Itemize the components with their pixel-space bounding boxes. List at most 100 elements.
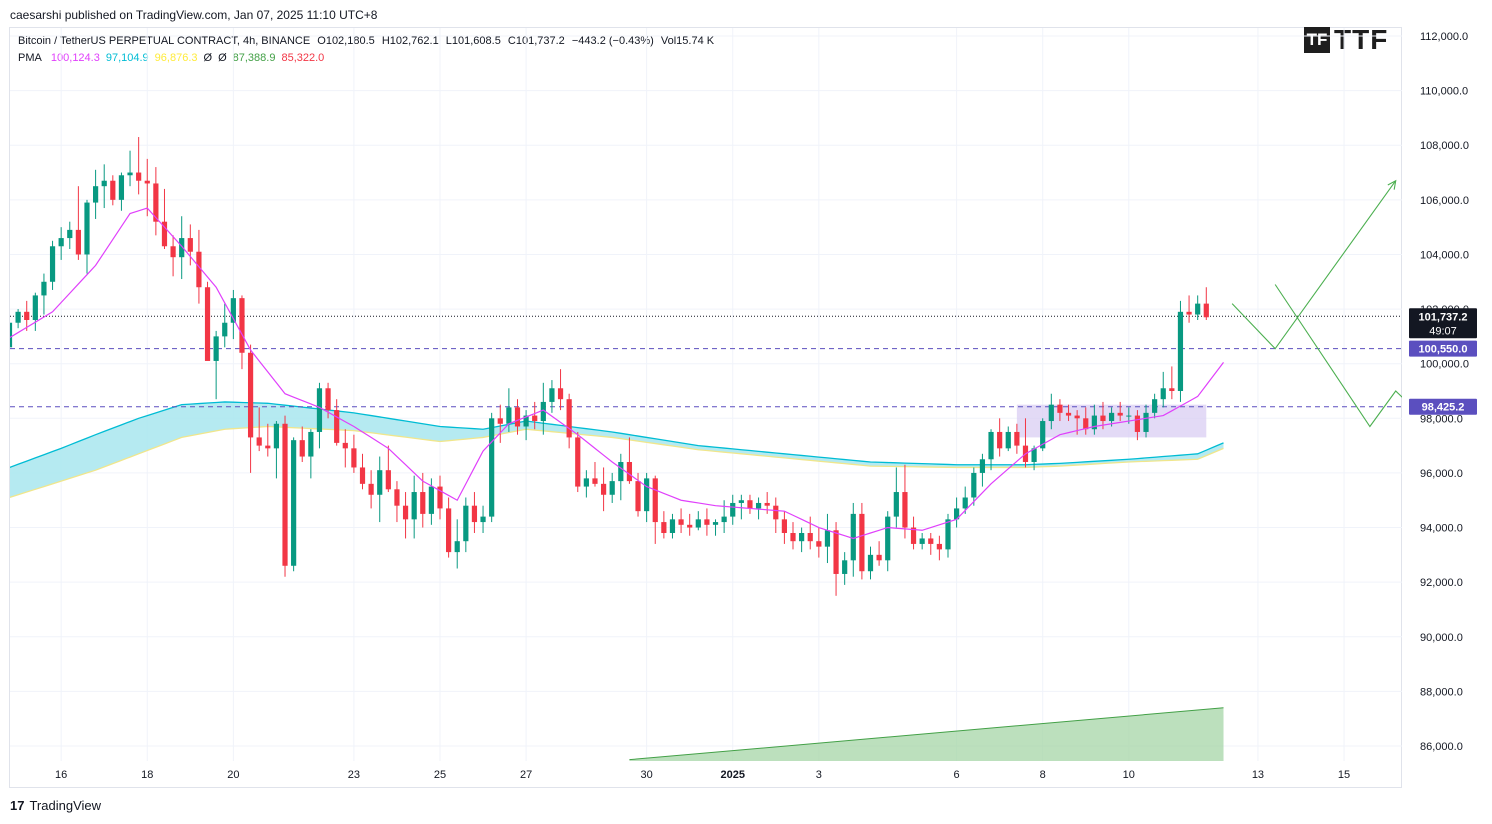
- candle: [273, 421, 280, 479]
- candle-body: [661, 522, 667, 533]
- x-axis-tick-label: 10: [1123, 769, 1135, 781]
- pma-value-6: 85,322.0: [281, 52, 325, 64]
- x-axis-tick-label: 20: [227, 769, 239, 781]
- candle-body: [127, 172, 133, 176]
- candle: [239, 295, 245, 370]
- candle: [1117, 401, 1123, 422]
- y-axis-tick-label: 104,000.0: [1420, 249, 1469, 261]
- candle-body: [273, 423, 280, 449]
- candle-body: [15, 311, 21, 323]
- candle-body: [988, 431, 994, 460]
- candle-body: [75, 229, 81, 255]
- candle: [84, 199, 90, 274]
- candle: [454, 519, 460, 569]
- candle: [342, 429, 348, 468]
- candle-body: [885, 516, 891, 561]
- candle: [661, 511, 667, 539]
- candle-body: [755, 502, 762, 509]
- y-axis-tick-label: 98,000.0: [1420, 413, 1463, 425]
- x-axis-tick-label: 13: [1252, 769, 1264, 781]
- candle-body: [979, 459, 986, 473]
- candle: [213, 330, 219, 400]
- candle-body: [84, 202, 90, 255]
- candle-body: [687, 524, 693, 528]
- candle: [1169, 366, 1175, 400]
- candle: [704, 508, 710, 536]
- candle: [1005, 426, 1011, 452]
- y-axis-tick-label: 88,000.0: [1420, 686, 1463, 698]
- candle: [480, 505, 486, 533]
- y-axis-tick-label: 106,000.0: [1420, 195, 1469, 207]
- ttf-logo-text: TTF: [1334, 24, 1389, 55]
- candle-body: [1126, 415, 1132, 417]
- candle-body: [652, 478, 658, 523]
- candle: [75, 186, 81, 260]
- candle: [58, 227, 64, 260]
- candle: [910, 516, 917, 550]
- candle: [351, 434, 357, 473]
- candle-body: [1057, 404, 1063, 413]
- candle: [1160, 371, 1166, 408]
- candle-body: [342, 442, 348, 449]
- candle-body: [110, 180, 116, 200]
- candle-body: [962, 497, 968, 509]
- candle-body: [316, 388, 323, 432]
- candle: [1091, 404, 1097, 435]
- candle-body: [764, 502, 770, 506]
- candle: [954, 497, 960, 528]
- candle: [230, 289, 236, 340]
- candle: [265, 423, 271, 457]
- candle: [247, 344, 254, 473]
- candle: [902, 464, 908, 539]
- indicator-name[interactable]: PMA: [18, 52, 42, 64]
- candle-body: [910, 527, 917, 544]
- candle: [876, 541, 882, 566]
- candle: [308, 429, 314, 479]
- candle-body: [695, 519, 701, 528]
- candle: [127, 150, 133, 187]
- candle-body: [600, 483, 607, 495]
- candle: [299, 426, 305, 462]
- candle: [557, 369, 564, 411]
- candle: [93, 169, 99, 219]
- candle: [807, 516, 813, 550]
- candle-body: [170, 246, 176, 258]
- candle-body: [635, 481, 641, 512]
- candle: [1195, 295, 1201, 320]
- candle-body: [428, 486, 434, 514]
- projection-arrowhead-0: [1387, 179, 1397, 190]
- candle-body: [144, 180, 150, 184]
- candle: [1014, 423, 1020, 454]
- candle-body: [945, 519, 951, 550]
- candle: [1040, 418, 1046, 452]
- candle-body: [712, 522, 719, 525]
- candle: [695, 511, 701, 531]
- candle-body: [1100, 415, 1106, 422]
- tradingview-footer[interactable]: 17 TradingView: [10, 798, 101, 813]
- candle-body: [32, 295, 38, 320]
- candle: [962, 486, 968, 514]
- candle-body: [1108, 412, 1115, 422]
- candle-body: [136, 172, 142, 181]
- candle: [867, 546, 874, 580]
- level-price-label-2-bg: [1409, 398, 1477, 415]
- pma-value-3: Ø: [203, 52, 213, 64]
- candle-body: [876, 554, 882, 561]
- candle-body: [489, 418, 495, 517]
- candle: [799, 527, 805, 553]
- symbol-title[interactable]: Bitcoin / TetherUS PERPETUAL CONTRACT, 4…: [18, 35, 311, 47]
- x-axis-tick-label: 2025: [720, 769, 744, 781]
- candle-body: [161, 221, 168, 247]
- candle-body: [179, 238, 185, 258]
- x-axis-tick-label: 8: [1040, 769, 1046, 781]
- candle: [1186, 295, 1192, 323]
- candle: [566, 393, 572, 449]
- candle: [420, 472, 426, 528]
- candle: [764, 492, 770, 514]
- candle-body: [1091, 415, 1097, 430]
- candle-body: [480, 516, 486, 523]
- candle: [919, 533, 925, 550]
- candle-body: [1134, 415, 1141, 432]
- candle-body: [523, 415, 529, 427]
